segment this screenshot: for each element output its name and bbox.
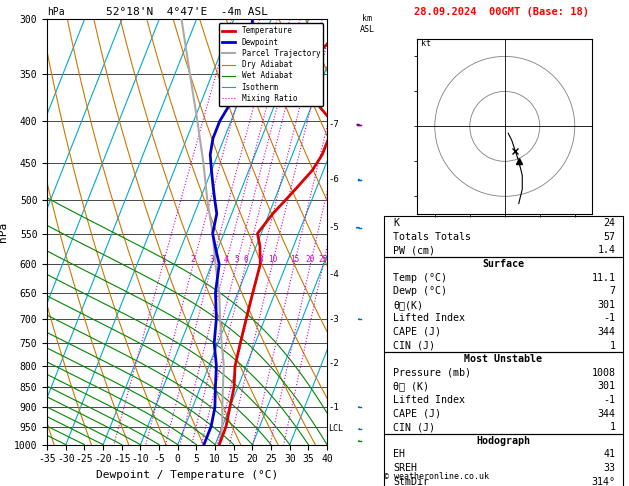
Text: SREH: SREH	[393, 463, 417, 473]
Text: -1: -1	[604, 313, 616, 323]
Text: kt: kt	[421, 39, 431, 48]
Text: © weatheronline.co.uk: © weatheronline.co.uk	[384, 472, 489, 481]
Text: 5: 5	[235, 255, 239, 264]
Text: 7: 7	[610, 286, 616, 296]
Text: Pressure (mb): Pressure (mb)	[393, 368, 471, 378]
Text: CAPE (J): CAPE (J)	[393, 409, 442, 418]
Text: 344: 344	[598, 327, 616, 337]
Text: 1: 1	[160, 255, 165, 264]
Text: -1: -1	[328, 402, 339, 412]
Text: Hodograph: Hodograph	[476, 436, 530, 446]
Text: 41: 41	[604, 450, 616, 459]
Text: Most Unstable: Most Unstable	[464, 354, 542, 364]
Text: 52°18'N  4°47'E  -4m ASL: 52°18'N 4°47'E -4m ASL	[106, 7, 268, 17]
Text: CAPE (J): CAPE (J)	[393, 327, 442, 337]
Text: 28.09.2024  00GMT (Base: 18): 28.09.2024 00GMT (Base: 18)	[414, 7, 589, 17]
Text: 57: 57	[604, 232, 616, 242]
Text: -2: -2	[328, 359, 339, 368]
Text: 4: 4	[223, 255, 228, 264]
Text: Lifted Index: Lifted Index	[393, 313, 465, 323]
Text: K: K	[393, 218, 399, 228]
Text: 25: 25	[319, 255, 328, 264]
Text: θᴇ(K): θᴇ(K)	[393, 300, 423, 310]
Text: -3: -3	[328, 315, 339, 324]
Text: 1: 1	[610, 341, 616, 350]
Text: 2: 2	[191, 255, 196, 264]
Text: 314°: 314°	[591, 477, 616, 486]
Text: 301: 301	[598, 300, 616, 310]
Text: Dewp (°C): Dewp (°C)	[393, 286, 447, 296]
Text: 33: 33	[604, 463, 616, 473]
Legend: Temperature, Dewpoint, Parcel Trajectory, Dry Adiabat, Wet Adiabat, Isotherm, Mi: Temperature, Dewpoint, Parcel Trajectory…	[219, 23, 323, 106]
Text: 20: 20	[306, 255, 315, 264]
Text: CIN (J): CIN (J)	[393, 341, 435, 350]
Text: -6: -6	[328, 175, 339, 184]
Text: 301: 301	[598, 382, 616, 391]
Text: 10: 10	[268, 255, 277, 264]
Text: 344: 344	[598, 409, 616, 418]
Text: 8: 8	[259, 255, 263, 264]
Text: LCL: LCL	[328, 424, 343, 434]
Text: 3: 3	[209, 255, 214, 264]
Text: CIN (J): CIN (J)	[393, 422, 435, 432]
Text: -5: -5	[328, 223, 339, 232]
Text: Totals Totals: Totals Totals	[393, 232, 471, 242]
Text: -1: -1	[604, 395, 616, 405]
Text: 1008: 1008	[591, 368, 616, 378]
Text: EH: EH	[393, 450, 405, 459]
Text: 1.4: 1.4	[598, 245, 616, 255]
Text: 6: 6	[243, 255, 248, 264]
Text: StmDir: StmDir	[393, 477, 429, 486]
Text: PW (cm): PW (cm)	[393, 245, 435, 255]
Text: -4: -4	[328, 270, 339, 278]
Text: 11.1: 11.1	[591, 273, 616, 282]
Text: θᴇ (K): θᴇ (K)	[393, 382, 429, 391]
Text: 24: 24	[604, 218, 616, 228]
Text: Lifted Index: Lifted Index	[393, 395, 465, 405]
Text: Surface: Surface	[482, 259, 524, 269]
Y-axis label: hPa: hPa	[0, 222, 8, 242]
Text: hPa: hPa	[47, 7, 65, 17]
Text: 1: 1	[610, 422, 616, 432]
Text: Temp (°C): Temp (°C)	[393, 273, 447, 282]
Text: km
ASL: km ASL	[360, 14, 375, 34]
Text: 15: 15	[290, 255, 299, 264]
X-axis label: Dewpoint / Temperature (°C): Dewpoint / Temperature (°C)	[96, 470, 278, 480]
Text: -7: -7	[328, 120, 339, 129]
